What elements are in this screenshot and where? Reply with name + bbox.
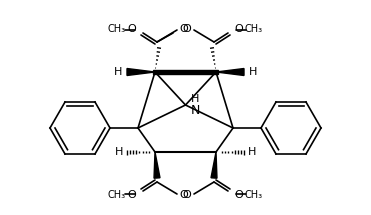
Polygon shape — [153, 70, 218, 74]
Text: O: O — [128, 24, 137, 34]
Text: H: H — [114, 67, 122, 77]
Text: CH₃: CH₃ — [108, 190, 126, 200]
Text: O: O — [183, 190, 191, 200]
Text: N: N — [191, 103, 200, 117]
Text: H: H — [115, 147, 123, 157]
Polygon shape — [127, 69, 155, 75]
Text: O: O — [183, 24, 191, 34]
Text: CH₃: CH₃ — [245, 190, 263, 200]
Text: H: H — [191, 94, 200, 104]
Text: H: H — [249, 67, 257, 77]
Polygon shape — [154, 152, 160, 178]
Text: O: O — [234, 24, 243, 34]
Polygon shape — [211, 152, 217, 178]
Text: CH₃: CH₃ — [245, 24, 263, 34]
Text: O: O — [128, 190, 137, 200]
Text: O: O — [180, 190, 188, 200]
Text: CH₃: CH₃ — [108, 24, 126, 34]
Polygon shape — [216, 69, 244, 75]
Text: H: H — [248, 147, 256, 157]
Text: O: O — [234, 190, 243, 200]
Text: O: O — [180, 24, 188, 34]
